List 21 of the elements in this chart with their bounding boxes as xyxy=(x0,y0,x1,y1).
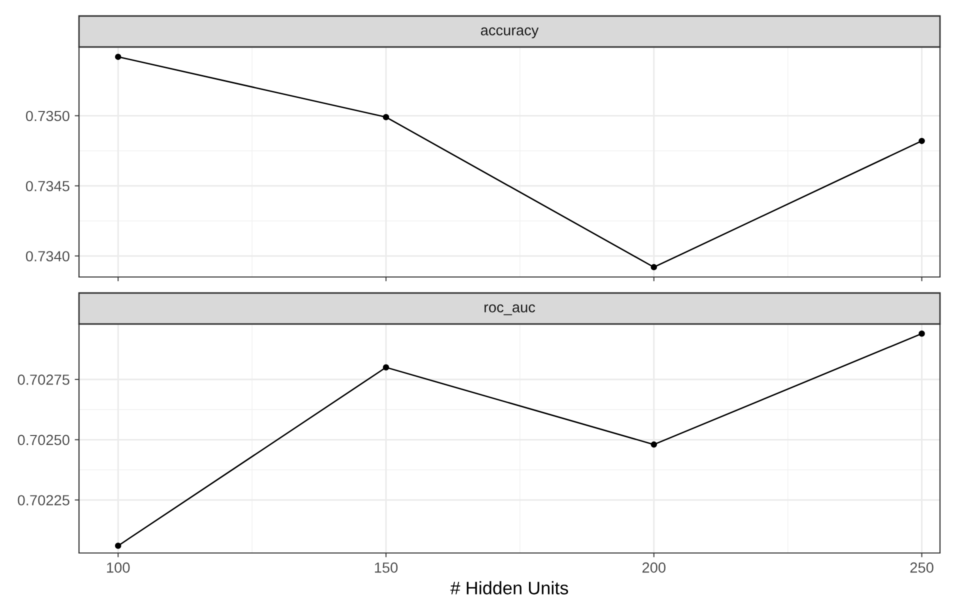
point xyxy=(918,330,925,337)
point xyxy=(114,54,122,60)
y-tick-label: 0.70275 xyxy=(18,374,70,385)
y-tick-label: 0.7345 xyxy=(26,180,70,192)
point xyxy=(650,441,658,448)
chart-title: accuracy xyxy=(480,27,539,38)
point xyxy=(918,138,925,144)
x-axis-title: # Hidden Units xyxy=(450,581,568,594)
x-tick-label: 250 xyxy=(910,562,934,573)
y-tick-label: 0.70250 xyxy=(18,434,70,446)
point xyxy=(382,114,390,120)
x-tick-label: 100 xyxy=(107,562,130,573)
x-tick-label: 200 xyxy=(642,562,666,573)
chart-title: roc_auc xyxy=(484,304,536,316)
x-tick-label: 150 xyxy=(374,562,398,573)
point xyxy=(650,264,658,270)
y-tick-label: 0.7350 xyxy=(26,110,70,122)
point xyxy=(382,364,390,371)
point xyxy=(114,542,122,549)
y-tick-label: 0.70225 xyxy=(18,495,70,506)
y-tick-label: 0.7340 xyxy=(26,251,70,262)
